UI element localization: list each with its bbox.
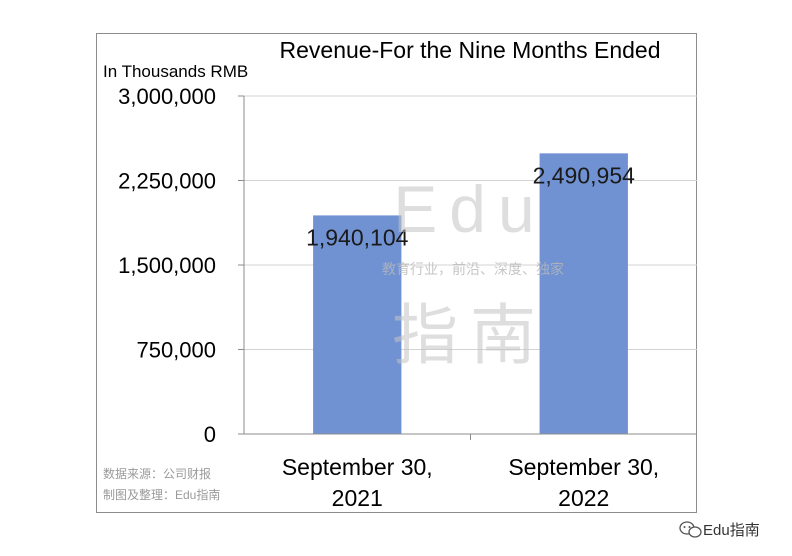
bar-2 — [539, 153, 628, 434]
x-tick-label-2-line-2: 2022 — [558, 485, 609, 511]
x-tick-label-1-line-2: 2021 — [332, 485, 383, 511]
source-line-1: 数据来源：公司财报 — [103, 466, 211, 481]
bar-1 — [313, 215, 402, 434]
chart-title: Revenue-For the Nine Months Ended — [280, 37, 661, 63]
y-tick-label: 3,000,000 — [118, 84, 216, 109]
watermark-zhinan-text: 指南 — [392, 298, 548, 372]
x-tick-label-1-line-1: September 30, — [282, 454, 433, 480]
brand-badge: Edu指南 — [679, 521, 760, 539]
y-tick-label: 2,250,000 — [118, 169, 216, 194]
wechat-icon — [679, 521, 702, 538]
y-tick-label: 1,500,000 — [118, 253, 216, 278]
watermark-edu-text: Edu — [393, 172, 546, 246]
x-tick-label-2-line-1: September 30, — [508, 454, 659, 480]
source-line-2: 制图及整理：Edu指南 — [103, 487, 220, 502]
brand-name: Edu指南 — [703, 522, 760, 539]
watermark-tagline: 教育行业，前沿、深度、独家 — [382, 261, 564, 277]
data-label-1: 1,940,104 — [306, 224, 409, 250]
data-label-2: 2,490,954 — [533, 162, 636, 188]
watermark: Edu 教育行业，前沿、深度、独家 指南 — [382, 172, 564, 372]
y-axis-unit-label: In Thousands RMB — [103, 62, 248, 81]
y-tick-label: 0 — [204, 422, 216, 447]
y-tick-label: 750,000 — [136, 338, 216, 363]
